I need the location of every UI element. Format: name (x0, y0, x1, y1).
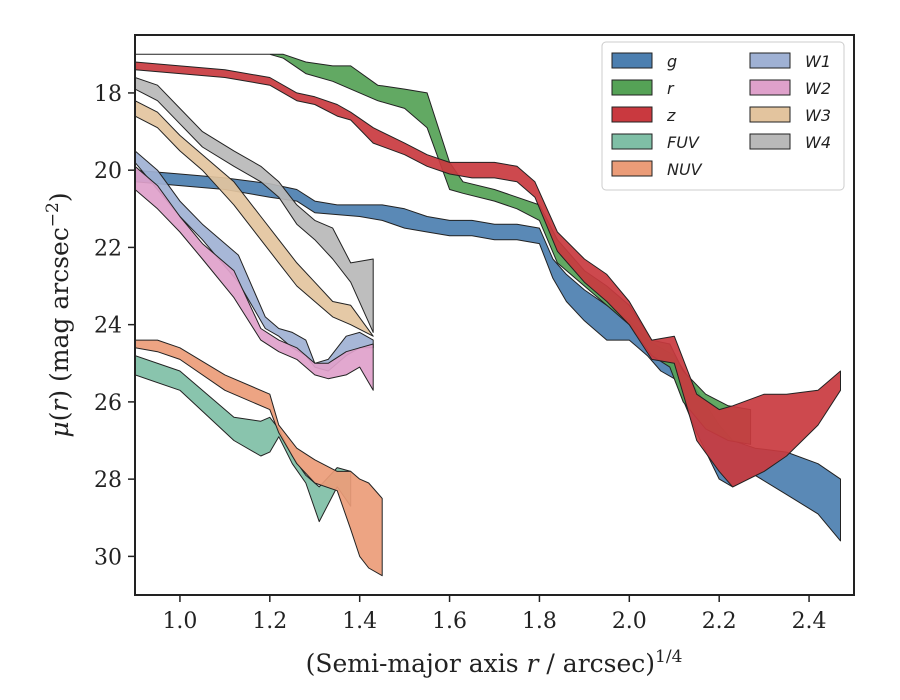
y-axis: 18 20 22 24 26 28 30 (94, 82, 135, 570)
legend-label-w1: W1 (805, 52, 831, 71)
x-tick-label: 1.8 (522, 609, 557, 634)
legend-swatch-w2 (749, 79, 791, 96)
legend-label-w2: W2 (805, 79, 831, 98)
legend-label-g: g (667, 52, 677, 71)
legend-swatch-nuv (611, 160, 653, 177)
x-tick-label: 2.0 (612, 609, 647, 634)
plot-frame (134, 34, 855, 596)
legend-label-fuv: FUV (667, 133, 700, 152)
x-tick-label: 1.4 (342, 609, 377, 634)
y-tick-label: 24 (94, 314, 122, 339)
legend-swatch-r (611, 79, 653, 96)
plot-area (135, 53, 841, 577)
legend-label-z: z (666, 106, 676, 125)
legend-label-w3: W3 (805, 106, 831, 125)
x-tick-label: 1.2 (252, 609, 287, 634)
x-tick-label: 1.6 (432, 609, 467, 634)
x-tick-label: 1.0 (162, 609, 197, 634)
legend-box (601, 41, 845, 191)
legend: grz FUV NUV W1 W2 W3 W4 (601, 41, 845, 191)
y-tick-label: 18 (94, 82, 122, 107)
band-w3 (135, 100, 374, 337)
band-w4 (135, 77, 374, 333)
y-axis-label: μ(r) (mag arcsec−2) (43, 192, 74, 437)
band-fuv (135, 355, 352, 523)
y-tick-label: 30 (94, 545, 122, 570)
y-tick-label: 26 (94, 391, 122, 416)
x-tick-label: 2.4 (792, 609, 827, 634)
legend-swatch-w3 (749, 106, 791, 123)
band-z (135, 61, 841, 488)
band-g (135, 169, 841, 542)
legend-label-r: r (667, 79, 675, 98)
y-tick-label: 28 (94, 468, 122, 493)
legend-swatch-fuv (611, 133, 653, 150)
legend-label-nuv: NUV (667, 160, 703, 179)
band-w2 (135, 165, 374, 391)
legend-swatch-g (611, 52, 653, 69)
legend-swatch-w4 (749, 133, 791, 150)
legend-swatch-w1 (749, 52, 791, 69)
x-axis: 1.0 1.2 1.4 1.6 1.8 2.0 2.2 2.4 (162, 595, 827, 634)
legend-label-w4: W4 (805, 133, 831, 152)
x-axis-label: (Semi-major axis r / arcsec)1/4 (306, 647, 683, 678)
x-tick-label: 2.2 (702, 609, 737, 634)
y-tick-label: 20 (94, 159, 122, 184)
band-nuv (135, 339, 383, 577)
y-tick-label: 22 (94, 236, 122, 261)
legend-swatch-z (611, 106, 653, 123)
